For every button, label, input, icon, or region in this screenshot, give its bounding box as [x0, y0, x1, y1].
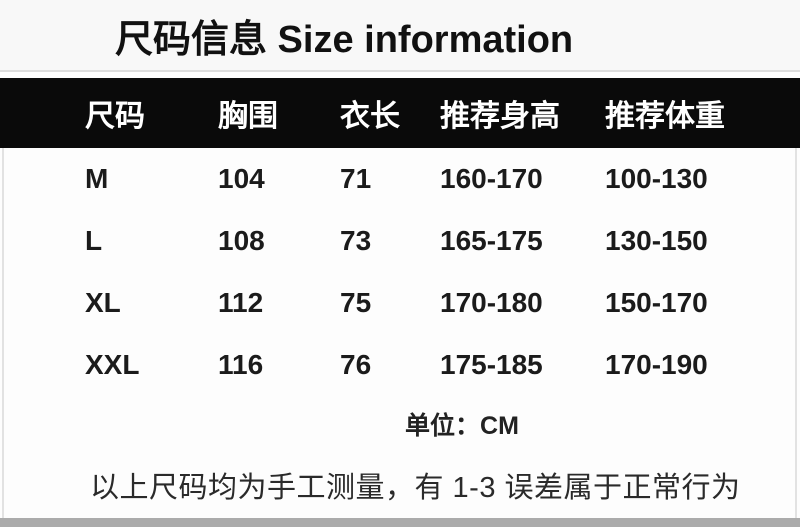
cell-size: XL [85, 287, 121, 318]
page-title: 尺码信息 Size information [115, 18, 574, 61]
cell-chest: 108 [218, 225, 265, 256]
table-right-edge-line [795, 148, 797, 518]
cell-weight: 130-150 [605, 225, 708, 256]
table-row-l: L 108 73 165-175 130-150 [0, 210, 800, 272]
cell-chest: 104 [218, 163, 265, 194]
cell-height: 160-170 [440, 163, 543, 194]
column-header-height: 推荐身高 [440, 100, 560, 133]
table-left-edge-line [2, 148, 4, 518]
cell-height: 170-180 [440, 287, 543, 318]
table-header-row: 尺码 胸围 衣长 推荐身高 推荐体重 [0, 78, 800, 148]
table-row-xl: XL 112 75 170-180 150-170 [0, 272, 800, 334]
measurement-note: 以上尺码均为手工测量，有 1-3 误差属于正常行为 [90, 472, 741, 504]
column-header-chest: 胸围 [218, 100, 278, 133]
cell-chest: 116 [218, 349, 264, 380]
cell-chest: 112 [218, 287, 264, 318]
table-row-m: M 104 71 160-170 100-130 [0, 148, 800, 210]
unit-label: 单位：CM [405, 412, 519, 440]
cell-length: 73 [340, 225, 372, 256]
cell-length: 76 [340, 349, 372, 380]
cell-length: 71 [340, 163, 372, 194]
cell-height: 165-175 [440, 225, 543, 256]
table-row-xxl: XXL 116 76 175-185 170-190 [0, 334, 800, 396]
unit-row: 单位：CM [0, 396, 800, 452]
bottom-gray-band [0, 518, 800, 527]
title-divider-gap [0, 72, 800, 78]
cell-weight: 100-130 [605, 163, 708, 194]
title-bar: 尺码信息 Size information [0, 0, 800, 72]
footnote-row: 以上尺码均为手工测量，有 1-3 误差属于正常行为 [0, 452, 800, 518]
cell-weight: 170-190 [605, 349, 708, 380]
cell-size: XXL [85, 349, 140, 380]
cell-size: L [85, 225, 103, 256]
column-header-weight: 推荐体重 [605, 100, 725, 133]
cell-height: 175-185 [440, 349, 543, 380]
column-header-size: 尺码 [85, 100, 145, 133]
cell-length: 75 [340, 287, 372, 318]
cell-weight: 150-170 [605, 287, 708, 318]
cell-size: M [85, 163, 109, 194]
column-header-length: 衣长 [340, 100, 400, 133]
